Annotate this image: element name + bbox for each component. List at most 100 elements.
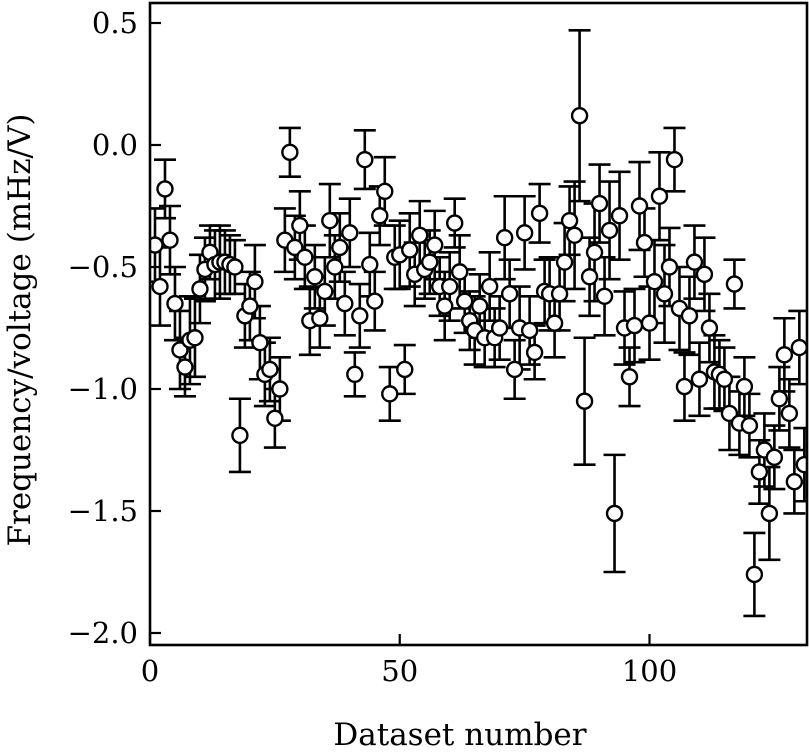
open-circle-marker xyxy=(376,182,394,201)
open-circle-marker xyxy=(401,241,419,259)
open-circle-marker xyxy=(156,180,174,198)
open-circle-marker xyxy=(735,377,754,396)
open-circle-marker xyxy=(445,214,464,232)
y-tick-label: −0.5 xyxy=(68,250,138,284)
open-circle-marker xyxy=(436,297,454,315)
open-circle-marker xyxy=(411,226,429,244)
open-circle-marker xyxy=(725,275,744,293)
open-circle-marker xyxy=(790,338,807,357)
open-circle-marker xyxy=(785,473,804,491)
open-circle-marker xyxy=(620,368,639,386)
open-circle-marker xyxy=(555,253,574,271)
open-circle-marker xyxy=(490,319,509,337)
open-circle-marker xyxy=(261,360,279,379)
open-circle-marker xyxy=(226,258,244,276)
open-circle-marker xyxy=(450,263,469,281)
open-circle-marker xyxy=(770,390,789,408)
open-circle-marker xyxy=(266,409,284,427)
open-circle-marker xyxy=(605,504,624,523)
y-axis-label: Frequency/voltage (mHz/V) xyxy=(2,114,38,547)
x-tick-label: 50 xyxy=(381,654,418,688)
open-circle-marker xyxy=(635,233,654,252)
open-circle-marker xyxy=(550,285,569,303)
open-circle-marker xyxy=(495,229,514,247)
y-tick-label: 0.0 xyxy=(92,128,138,162)
open-circle-marker xyxy=(745,565,764,584)
open-circle-marker xyxy=(470,297,489,315)
open-circle-marker xyxy=(176,358,194,376)
open-circle-marker xyxy=(151,277,169,296)
open-circle-marker xyxy=(505,360,524,379)
open-circle-marker xyxy=(715,370,734,388)
open-circle-marker xyxy=(150,236,164,254)
open-circle-marker xyxy=(271,380,289,398)
open-circle-marker xyxy=(625,316,644,335)
open-circle-marker xyxy=(590,194,609,213)
open-circle-marker xyxy=(361,255,379,274)
plot-frame xyxy=(148,1,809,647)
open-circle-marker xyxy=(316,282,334,301)
open-circle-marker xyxy=(281,143,299,162)
axes xyxy=(148,1,809,647)
open-circle-marker xyxy=(421,253,439,271)
open-circle-marker xyxy=(660,258,679,276)
open-circle-marker xyxy=(356,150,374,169)
open-circle-marker xyxy=(520,321,539,340)
open-circle-marker xyxy=(750,463,769,481)
open-circle-marker xyxy=(695,265,714,284)
open-circle-marker xyxy=(441,277,459,296)
open-circle-marker xyxy=(186,329,204,347)
open-circle-marker xyxy=(341,224,359,242)
data-points xyxy=(150,29,807,618)
open-circle-marker xyxy=(351,307,369,325)
x-axis-label: Dataset number xyxy=(333,717,586,753)
x-tick-label: 0 xyxy=(141,654,159,688)
open-circle-marker xyxy=(515,224,534,242)
open-circle-marker xyxy=(580,268,599,286)
open-circle-marker xyxy=(610,207,629,225)
open-circle-marker xyxy=(675,377,694,396)
open-circle-marker xyxy=(780,404,799,423)
open-circle-marker xyxy=(296,248,314,266)
open-circle-marker xyxy=(251,333,269,352)
open-circle-marker xyxy=(795,455,807,474)
open-circle-marker xyxy=(530,204,549,223)
open-circle-marker xyxy=(690,370,709,388)
open-circle-marker xyxy=(545,314,564,332)
open-circle-marker xyxy=(765,448,784,467)
y-tick-label: −1.0 xyxy=(68,372,138,406)
open-circle-marker xyxy=(191,280,209,298)
open-circle-marker xyxy=(700,319,719,337)
open-circle-marker xyxy=(740,416,759,435)
open-circle-marker xyxy=(321,211,339,230)
open-circle-marker xyxy=(311,309,329,327)
open-circle-marker xyxy=(600,221,619,240)
y-tick-label: −2.0 xyxy=(68,616,138,650)
open-circle-marker xyxy=(680,307,699,325)
open-circle-marker xyxy=(480,277,499,296)
open-circle-marker xyxy=(231,426,249,445)
open-circle-marker xyxy=(346,365,364,384)
open-circle-marker xyxy=(500,285,519,303)
open-circle-marker xyxy=(291,216,309,235)
open-circle-marker xyxy=(650,187,669,205)
open-circle-marker xyxy=(381,385,399,403)
y-tick-label: 0.5 xyxy=(92,6,138,40)
open-circle-marker xyxy=(585,243,604,262)
open-circle-marker xyxy=(525,343,544,362)
open-circle-marker xyxy=(655,285,674,303)
open-circle-marker xyxy=(306,268,324,286)
open-circle-marker xyxy=(630,197,649,215)
y-axis-ticks: 0.5 0.0 −0.5 −1.0 −1.5 −2.0 xyxy=(68,6,161,650)
x-tick-label: 100 xyxy=(622,654,677,688)
open-circle-marker xyxy=(366,292,384,310)
open-circle-marker xyxy=(371,207,389,225)
open-circle-marker xyxy=(161,231,179,249)
open-circle-marker xyxy=(665,150,684,169)
open-circle-marker xyxy=(775,346,794,364)
open-circle-marker xyxy=(326,258,344,276)
open-circle-marker xyxy=(426,236,444,254)
open-circle-marker xyxy=(570,107,589,125)
open-circle-marker xyxy=(336,294,354,313)
